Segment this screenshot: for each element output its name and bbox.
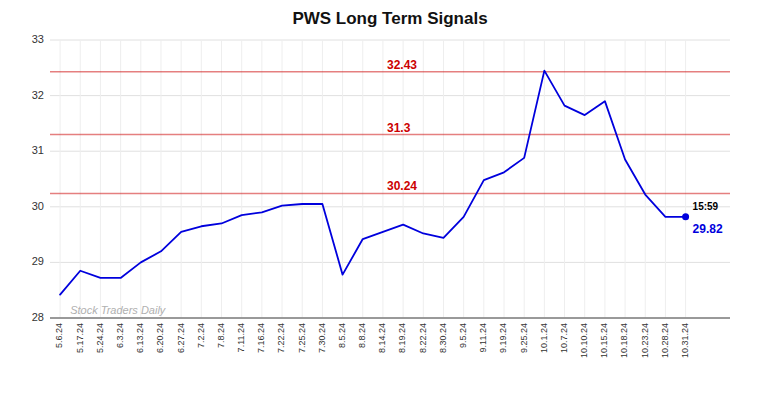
tick-label: 6.3.24 [115, 323, 125, 348]
last-value-label: 29.82 [693, 222, 723, 236]
tick-label: 28 [32, 311, 44, 323]
tick-label: 5.24.24 [95, 323, 105, 353]
grid-line [483, 40, 484, 318]
tick-label: 7.25.24 [297, 323, 307, 353]
y-axis: 28 29 30 31 32 33 [32, 33, 44, 323]
grid-line [322, 40, 323, 318]
reference-label: 32.43 [387, 58, 417, 72]
grid-line [80, 40, 81, 318]
tick-label: 5.6.24 [54, 323, 64, 348]
tick-label: 8.19.24 [397, 323, 407, 353]
tick-label: 9.5.24 [458, 323, 468, 348]
grid-line [100, 40, 101, 318]
grid-line [50, 151, 730, 152]
tick-label: 10.1.24 [539, 323, 549, 353]
tick-label: 8.30.24 [438, 323, 448, 353]
tick-label: 31 [32, 144, 44, 156]
grid-line [604, 40, 605, 318]
grid-line [60, 40, 61, 318]
grid-line [665, 40, 666, 318]
tick-label: 29 [32, 255, 44, 267]
grid-line [50, 95, 730, 96]
tick-label: 10.23.24 [640, 323, 650, 358]
grid-line [201, 40, 202, 318]
tick-label: 7.11.24 [236, 323, 246, 352]
tick-label: 7.2.24 [196, 323, 206, 348]
grid-line [50, 262, 730, 263]
title: PWS Long Term Signals [292, 9, 487, 28]
last-label: 15:59 [693, 201, 719, 212]
tick-label: 33 [32, 33, 44, 45]
grid-line [302, 40, 303, 318]
grid-line [625, 40, 626, 318]
tick-label: 8.22.24 [418, 323, 428, 353]
grid-line [160, 40, 161, 318]
grid-line [342, 40, 343, 318]
tick-label: 5.17.24 [75, 323, 85, 353]
grid-line [140, 40, 141, 318]
grid-line [463, 40, 464, 318]
grid-line [282, 40, 283, 318]
tick-label: 6.13.24 [135, 323, 145, 353]
grid-line [362, 40, 363, 318]
grid [50, 40, 730, 318]
grid-line [423, 40, 424, 318]
tick-label: 10.18.24 [619, 323, 629, 358]
tick-label: 30 [32, 200, 44, 212]
grid-line [524, 40, 525, 318]
tick-label: 8.14.24 [377, 323, 387, 353]
chart: 28 29 30 31 32 33 5.6.24 5.17.24 5.24.24 6.3.24 6.… [0, 0, 784, 398]
plot-area [50, 71, 730, 295]
grid-line [504, 40, 505, 318]
tick-label: 32 [32, 89, 44, 101]
grid-line [443, 40, 444, 318]
grid-line [221, 40, 222, 318]
tick-label: 10.31.24 [680, 323, 690, 358]
grid-line [645, 40, 646, 318]
grid-line [685, 40, 686, 318]
reference-label: 31.3 [387, 121, 411, 135]
tick-label: 7.30.24 [317, 323, 327, 353]
tick-label: 8.8.24 [357, 323, 367, 348]
grid-line [50, 206, 730, 207]
watermark: Stock Traders Daily [70, 304, 167, 316]
tick-label: 9.11.24 [478, 323, 488, 352]
tick-label: 6.27.24 [176, 323, 186, 353]
tick-label: 10.28.24 [660, 323, 670, 358]
grid-line [120, 40, 121, 318]
tick-label: 7.8.24 [216, 323, 226, 348]
x-axis: 5.6.24 5.17.24 5.24.24 6.3.24 6.13.24 6.20.24… [50, 318, 730, 358]
tick-label: 9.19.24 [498, 323, 508, 353]
tick-label: 7.16.24 [256, 323, 266, 353]
tick-label: 8.5.24 [337, 323, 347, 348]
tick-label: 10.15.24 [599, 323, 609, 358]
last-point [682, 213, 689, 220]
grid-line [584, 40, 585, 318]
grid-line [564, 40, 565, 318]
tick-label: 6.20.24 [155, 323, 165, 353]
grid-line [544, 40, 545, 318]
grid-line [50, 40, 730, 41]
x-axis-line [50, 317, 730, 318]
grid-line [181, 40, 182, 318]
grid-line [50, 318, 730, 319]
tick-label: 10.7.24 [559, 323, 569, 353]
tick-label: 9.25.24 [519, 323, 529, 353]
grid-line [382, 40, 383, 318]
grid-line [241, 40, 242, 318]
price-line [60, 71, 686, 295]
tick-label: 10.10.24 [579, 323, 589, 358]
grid-line [261, 40, 262, 318]
tick-label: 7.22.24 [276, 323, 286, 353]
reference-label: 30.24 [387, 179, 417, 193]
